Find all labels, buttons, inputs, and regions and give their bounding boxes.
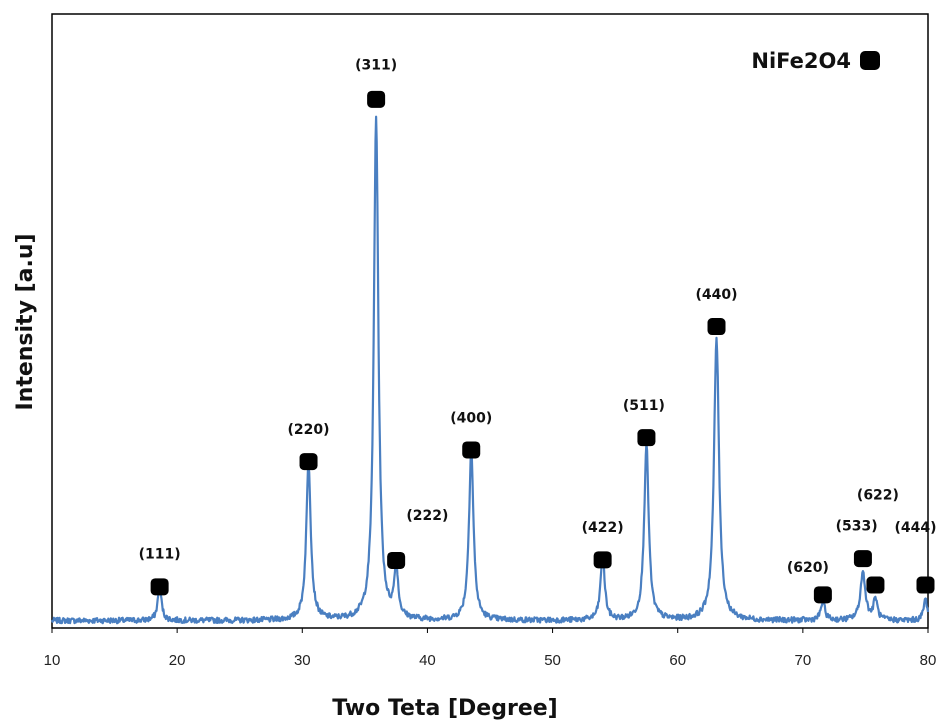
peak-label: (220) [288, 422, 330, 438]
peak-marker [637, 429, 656, 447]
x-tick-label: 30 [294, 652, 311, 669]
legend: NiFe2O4 [751, 49, 880, 73]
x-tick-label: 60 [669, 652, 686, 669]
peak-labels: (111) (220) (311) (222) (400) (422) (511) (440)… [139, 57, 937, 576]
peak-marker [462, 441, 481, 459]
peak-label: (440) [695, 287, 737, 303]
x-tick-label: 40 [419, 652, 436, 669]
x-tick-label: 50 [544, 652, 561, 669]
peak-marker [916, 576, 935, 594]
peak-label: (422) [582, 520, 624, 536]
peak-label: (620) [787, 560, 829, 576]
peak-marker [707, 318, 726, 336]
legend-marker [860, 51, 880, 70]
y-axis-title: Intensity [a.u] [13, 233, 38, 410]
x-tick-label: 80 [920, 652, 937, 669]
x-axis-title: Two Teta [Degree] [332, 696, 557, 721]
peak-marker [593, 551, 612, 569]
peak-marker [866, 576, 885, 594]
peak-label: (311) [355, 57, 397, 73]
x-tick-label: 10 [44, 652, 61, 669]
peak-label: (222) [406, 508, 448, 524]
xrd-series-line [50, 115, 930, 625]
plot-frame [51, 13, 929, 629]
x-axis-ticks: 10 20 30 40 50 60 70 80 [44, 628, 937, 669]
peak-label: (511) [623, 398, 665, 414]
peak-marker [299, 453, 318, 471]
peak-label: (622) [857, 488, 899, 504]
peak-label: (400) [450, 410, 492, 426]
peak-label: (533) [836, 518, 878, 534]
peak-label: (111) [139, 547, 181, 563]
x-tick-label: 70 [795, 652, 812, 669]
peak-marker [387, 551, 406, 569]
peak-marker [367, 90, 386, 108]
x-tick-label: 20 [169, 652, 186, 669]
peak-label: (444) [894, 520, 936, 536]
legend-label: NiFe2O4 [751, 49, 851, 73]
peak-marker [813, 586, 832, 604]
peak-markers [150, 90, 935, 604]
peak-marker [853, 550, 872, 568]
peak-marker [150, 578, 169, 596]
